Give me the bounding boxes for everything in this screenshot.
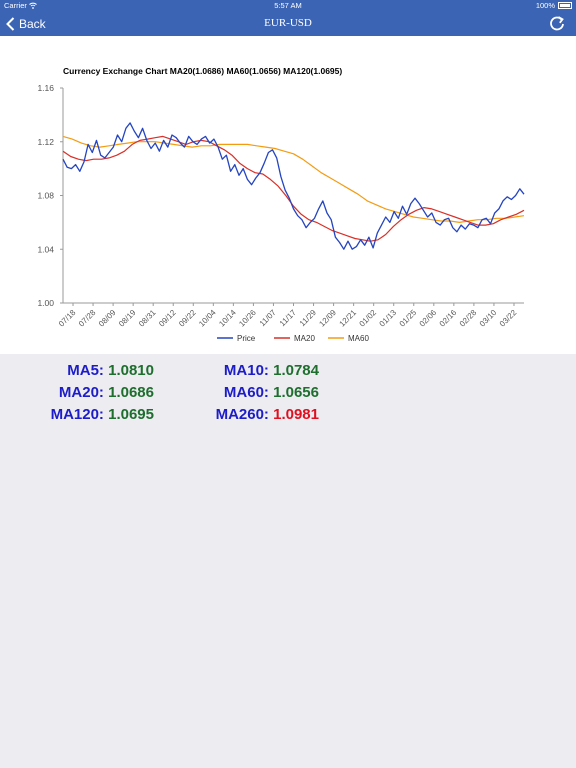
back-label: Back: [19, 17, 46, 31]
ma-value: 1.0686: [108, 384, 154, 401]
legend-label: MA60: [348, 334, 369, 343]
ma-value: 1.0981: [273, 406, 319, 423]
x-tick-label: 03/10: [478, 308, 499, 329]
ma-value: 1.0695: [108, 406, 154, 423]
legend-label: MA20: [294, 334, 315, 343]
ma-label: MA260:: [215, 406, 274, 423]
x-tick-label: 02/06: [418, 308, 439, 329]
x-tick-label: 01/25: [398, 308, 419, 329]
ma-label: MA120:: [50, 406, 109, 423]
x-tick-label: 11/07: [258, 308, 278, 328]
series-line-price: [62, 122, 525, 250]
x-tick-label: 09/22: [177, 308, 198, 329]
ma-stat-ma10: MA10: 1.0784: [224, 362, 319, 379]
battery-icon: [558, 2, 572, 9]
y-tick-label: 1.12: [37, 137, 54, 147]
ma-stat-ma120: MA120: 1.0695: [51, 406, 154, 423]
y-tick-label: 1.04: [37, 244, 54, 254]
x-tick-label: 08/31: [137, 308, 158, 329]
refresh-icon[interactable]: [548, 15, 566, 33]
x-tick-label: 08/09: [97, 308, 118, 329]
exchange-rate-chart: Currency Exchange Chart MA20(1.0686) MA6…: [37, 66, 525, 343]
y-tick-label: 1.08: [37, 191, 54, 201]
chart-panel: Currency Exchange Chart MA20(1.0686) MA6…: [0, 36, 576, 354]
x-tick-label: 10/14: [217, 308, 238, 329]
chevron-left-icon: [6, 17, 15, 31]
chart-title: Currency Exchange Chart MA20(1.0686) MA6…: [63, 66, 342, 76]
back-button[interactable]: Back: [6, 15, 46, 33]
x-tick-label: 11/29: [298, 308, 318, 328]
x-tick-label: 07/28: [77, 308, 98, 329]
x-tick-label: 03/22: [498, 308, 519, 329]
x-tick-label: 11/17: [278, 308, 298, 328]
y-tick-label: 1.16: [37, 83, 54, 93]
series-line-ma60: [62, 135, 525, 223]
carrier-label: Carrier: [4, 1, 27, 10]
x-tick-label: 12/09: [317, 308, 338, 329]
x-tick-label: 02/16: [438, 308, 459, 329]
ma-stat-ma5: MA5: 1.0810: [67, 362, 154, 379]
ma-stat-ma60: MA60: 1.0656: [224, 384, 319, 401]
ma-label: MA20:: [58, 384, 109, 401]
x-tick-label: 12/21: [338, 308, 359, 329]
page-title: EUR-USD: [264, 17, 312, 29]
ma-stat-ma20: MA20: 1.0686: [59, 384, 154, 401]
y-tick-label: 1.00: [37, 298, 54, 308]
ma-value: 1.0784: [273, 362, 319, 379]
status-time: 5:57 AM: [274, 1, 302, 10]
ma-value: 1.0810: [108, 362, 154, 379]
x-tick-label: 02/28: [458, 308, 479, 329]
series-line-ma20: [62, 135, 525, 242]
wifi-icon: [29, 2, 37, 9]
x-tick-label: 01/13: [378, 308, 399, 329]
battery-percent: 100%: [535, 1, 555, 10]
x-tick-label: 07/18: [57, 308, 78, 329]
ma-label: MA5:: [67, 362, 109, 379]
x-tick-label: 10/04: [197, 308, 218, 329]
ma-label: MA10:: [223, 362, 274, 379]
x-tick-label: 10/26: [237, 308, 258, 329]
x-tick-label: 09/12: [157, 308, 178, 329]
x-tick-label: 01/02: [358, 308, 379, 329]
navigation-bar: Back EUR-USD: [0, 12, 576, 36]
x-tick-label: 08/19: [117, 308, 138, 329]
ma-value: 1.0656: [273, 384, 319, 401]
ma-label: MA60:: [223, 384, 274, 401]
ma-stat-ma260: MA260: 1.0981: [216, 406, 319, 423]
legend-label: Price: [237, 334, 256, 343]
status-bar: Carrier 5:57 AM 100%: [0, 0, 576, 12]
